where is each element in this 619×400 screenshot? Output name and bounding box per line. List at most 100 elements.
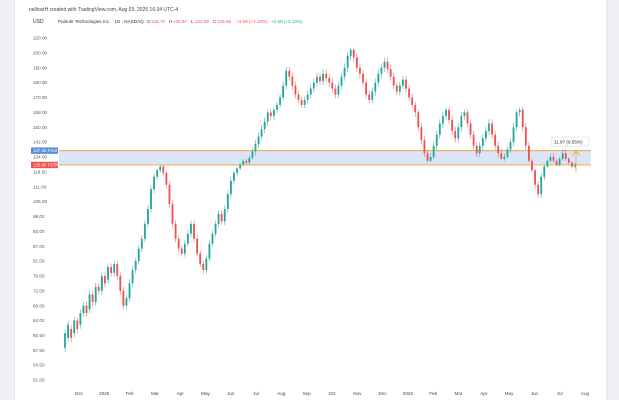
candle-body <box>297 94 300 100</box>
candle-body <box>309 88 312 95</box>
candle-body <box>571 162 573 167</box>
candle-body <box>395 85 398 92</box>
ohlc-h-value: 126.97 <box>173 19 187 24</box>
x-tick-label: Feb <box>126 391 134 396</box>
candle-body <box>537 184 540 195</box>
ohlc-h-label: H <box>169 19 172 24</box>
level-tag-bg <box>31 161 58 169</box>
candle-body <box>156 170 159 177</box>
candle-body <box>245 160 248 163</box>
x-tick-label: Mar <box>455 391 463 396</box>
candle-body <box>208 243 211 259</box>
candle-body <box>386 61 389 70</box>
x-tick-label: Jun <box>227 391 235 396</box>
candle-body <box>518 109 521 113</box>
candle-body <box>365 82 368 95</box>
candle-body <box>107 266 109 280</box>
candle-body <box>85 305 88 314</box>
candle-body <box>131 269 134 284</box>
candle-body <box>488 123 490 131</box>
y-tick-label: 99.00 <box>33 214 45 219</box>
y-tick-label: 190.00 <box>33 65 47 70</box>
candle-body <box>558 158 561 165</box>
candle-body <box>362 73 364 83</box>
candle-body <box>408 88 411 98</box>
candle-body <box>150 189 152 209</box>
annotation-text: 11.97 (9.55%) <box>554 140 583 145</box>
candle-body <box>180 248 183 254</box>
candle-body <box>491 123 493 135</box>
candle-body <box>162 166 165 173</box>
candle-body <box>377 73 380 83</box>
y-tick-label: 105.00 <box>33 199 47 204</box>
candle-body <box>454 130 457 139</box>
candle-body <box>349 49 352 56</box>
candle-body <box>540 176 543 195</box>
symbol-line: Palantir Technologies Inc. · 1D · NASDAQ <box>58 19 144 24</box>
ohlc-o-value: 126.70 <box>151 19 165 24</box>
candle-body <box>420 127 423 141</box>
candle-body <box>248 157 251 163</box>
candle-body <box>380 67 383 74</box>
candle-body <box>125 298 128 306</box>
ohlc-change: +3.59 (+2.10%) <box>236 19 268 24</box>
chart-card: nelliostH created with TradingView.com, … <box>14 0 607 400</box>
candle-body <box>276 104 278 110</box>
candle-body <box>147 209 149 224</box>
x-tick-label: Jul <box>557 391 563 396</box>
candle-body <box>279 97 281 105</box>
candle-body <box>104 275 106 284</box>
candle-body <box>134 261 137 270</box>
y-tick-label: 81.00 <box>33 259 45 264</box>
x-axis: Dec 2025 Feb Mar Apr May Jun Jul Aug Sep Oct Nov Dec… <box>75 391 590 396</box>
ohlc-l-label: L <box>191 19 194 24</box>
candle-body <box>359 67 361 74</box>
candle-body <box>500 153 503 159</box>
x-tick-label: Aug <box>277 391 286 396</box>
candle-body <box>392 76 395 86</box>
y-tick-label: 111.00 <box>33 184 47 189</box>
candle-body <box>140 238 143 249</box>
y-tick-label: 142.00 <box>33 140 47 145</box>
y-tick-label: 220.00 <box>33 36 47 41</box>
candle-body <box>435 134 438 146</box>
candle-body <box>441 116 444 124</box>
candle-body <box>168 184 171 205</box>
y-tick-label: 170.00 <box>33 95 47 100</box>
candle-body <box>143 223 146 239</box>
candle-body <box>183 243 186 254</box>
y-tick-label: 51.00 <box>33 378 45 383</box>
ohlc-o-label: O <box>147 19 151 24</box>
candle-body <box>186 233 189 244</box>
candle-body <box>285 70 288 86</box>
x-tick-label: Apr <box>177 391 185 396</box>
candle-body <box>220 213 223 222</box>
x-tick-label: Nov <box>353 391 362 396</box>
y-tick-label: 93.00 <box>33 229 45 234</box>
x-tick-label: Jul <box>253 391 259 396</box>
candle-body <box>549 156 552 161</box>
candle-body <box>445 109 447 117</box>
candle-body <box>205 258 208 270</box>
candle-body <box>82 305 85 314</box>
candle-body <box>76 320 79 330</box>
candle-body <box>137 248 140 262</box>
candle-body <box>337 85 340 95</box>
candle-body <box>527 145 530 161</box>
candle-body <box>328 78 331 83</box>
candle-body <box>79 313 82 325</box>
candle-body <box>343 67 346 77</box>
candle-body <box>282 85 285 98</box>
candle-body <box>503 156 506 159</box>
candle-body <box>402 79 404 86</box>
candle-body <box>193 223 195 239</box>
y-tick-label: 200.00 <box>33 50 47 55</box>
candle-body <box>88 294 91 310</box>
candle-body <box>552 156 555 161</box>
level-tags: 137.40 Pivot 125.65 PLTR <box>31 147 58 169</box>
candle-body <box>411 97 414 105</box>
y-tick-label: 72.00 <box>33 288 45 293</box>
candle-body <box>217 213 220 224</box>
candle-body <box>383 61 386 68</box>
x-tick-label: 2026 <box>403 391 414 396</box>
